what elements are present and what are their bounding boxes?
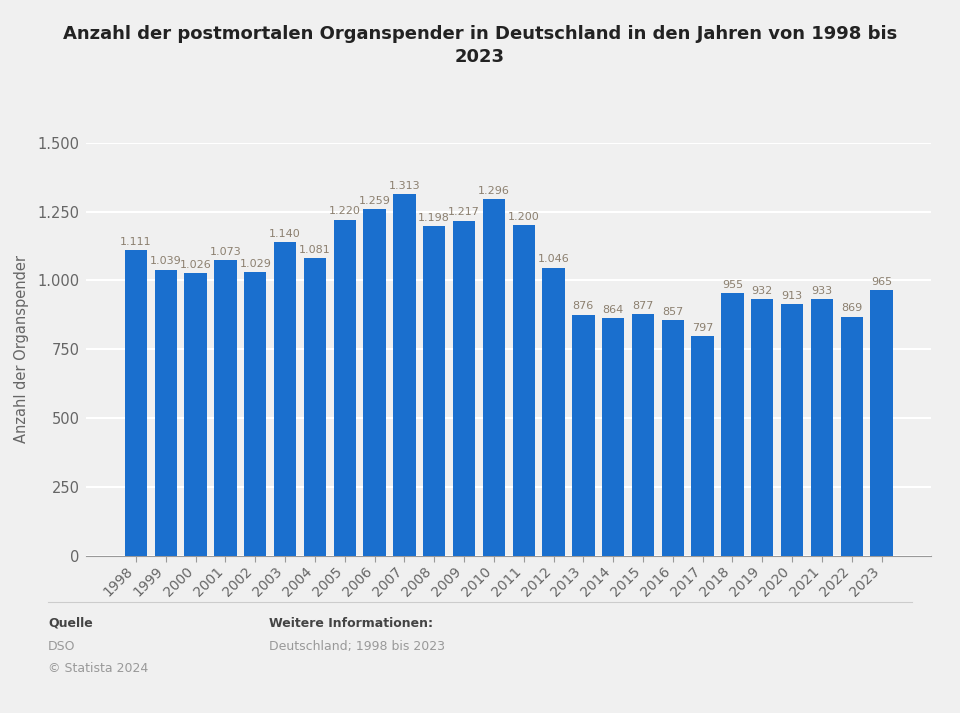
Bar [841,317,863,556]
Text: 1.029: 1.029 [239,259,272,269]
Bar [453,220,475,556]
Bar [751,299,774,556]
Bar [303,258,326,556]
Text: 1.026: 1.026 [180,260,211,270]
Bar [274,242,297,556]
Text: 797: 797 [692,323,713,333]
Text: 1.217: 1.217 [448,207,480,217]
Bar [572,314,594,556]
Text: 1.200: 1.200 [508,212,540,222]
Text: 864: 864 [603,304,624,314]
Bar [423,226,445,556]
Bar [513,225,535,556]
Text: 955: 955 [722,279,743,289]
Text: 1.198: 1.198 [419,212,450,222]
Text: 932: 932 [752,286,773,296]
Bar [364,209,386,556]
Text: 1.313: 1.313 [389,181,420,191]
Text: 877: 877 [633,301,654,311]
Text: 1.296: 1.296 [478,185,510,195]
Text: 933: 933 [811,286,832,296]
Text: Quelle: Quelle [48,617,93,630]
Text: 965: 965 [871,277,892,287]
Text: 1.220: 1.220 [329,207,361,217]
Text: 876: 876 [573,302,594,312]
Text: 857: 857 [662,307,684,317]
Bar [184,273,206,556]
Bar [632,314,654,556]
Bar [691,337,714,556]
Text: DSO: DSO [48,640,76,652]
Bar [244,272,267,556]
Bar [661,320,684,556]
Text: Anzahl der postmortalen Organspender in Deutschland in den Jahren von 1998 bis: Anzahl der postmortalen Organspender in … [62,25,898,43]
Bar [811,299,833,556]
Text: 1.081: 1.081 [300,245,331,255]
Bar [780,304,804,556]
Text: 1.073: 1.073 [209,247,241,257]
Bar [333,220,356,556]
Bar [394,194,416,556]
Bar [483,199,505,556]
Text: 1.039: 1.039 [150,257,181,267]
Bar [214,260,237,556]
Bar [542,268,564,556]
Text: 1.111: 1.111 [120,237,152,247]
Bar [602,318,624,556]
Text: 1.046: 1.046 [538,255,569,265]
Text: 2023: 2023 [455,48,505,66]
Text: 1.259: 1.259 [359,196,391,206]
Text: Deutschland; 1998 bis 2023: Deutschland; 1998 bis 2023 [269,640,444,652]
Text: 869: 869 [841,303,862,313]
Bar [155,270,177,556]
Bar [871,290,893,556]
Y-axis label: Anzahl der Organspender: Anzahl der Organspender [14,255,29,443]
Text: © Statista 2024: © Statista 2024 [48,662,148,675]
Text: 913: 913 [781,291,803,301]
Text: 1.140: 1.140 [269,229,301,239]
Text: Weitere Informationen:: Weitere Informationen: [269,617,433,630]
Bar [125,250,147,556]
Bar [721,293,744,556]
